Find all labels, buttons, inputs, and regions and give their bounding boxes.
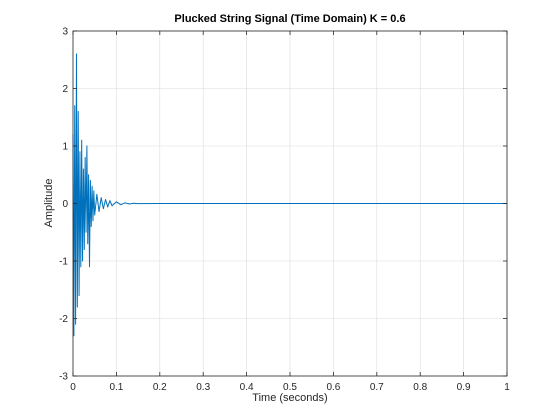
- x-tick-label: 1: [504, 382, 510, 393]
- data-point: [96, 193, 98, 195]
- data-point: [90, 226, 92, 227]
- data-point: [137, 203, 139, 205]
- data-point: [89, 266, 90, 268]
- data-point: [85, 231, 87, 233]
- data-point: [100, 197, 102, 199]
- data-point: [89, 180, 91, 181]
- data-point: [109, 200, 111, 202]
- data-point: [129, 203, 130, 205]
- data-point: [76, 53, 77, 55]
- data-point: [94, 214, 96, 216]
- data-point: [82, 260, 83, 262]
- data-point: [116, 201, 117, 203]
- data-point: [76, 306, 78, 308]
- data-point: [73, 335, 75, 337]
- x-axis-title: Time (seconds): [252, 392, 327, 404]
- x-tick-label: 0.1: [109, 382, 123, 393]
- x-tick-label: 0.5: [283, 382, 297, 393]
- data-point: [84, 157, 86, 158]
- y-tick-label: 1: [62, 142, 68, 153]
- data-point: [88, 174, 90, 176]
- chart-title: Plucked String Signal (Time Domain) K = …: [174, 13, 405, 25]
- data-point: [202, 203, 204, 204]
- data-point: [81, 139, 83, 141]
- data-point: [77, 111, 79, 112]
- data-point: [83, 249, 85, 250]
- data-point: [91, 185, 93, 187]
- data-point: [92, 220, 94, 222]
- y-tick-label: -2: [59, 314, 68, 325]
- data-point: [93, 190, 95, 192]
- y-tick-label: 0: [62, 199, 68, 210]
- x-tick-label: 0.8: [413, 382, 427, 393]
- y-axis-title: Amplitude: [43, 179, 55, 228]
- data-point: [133, 202, 135, 204]
- x-tick-label: 0.3: [196, 382, 210, 393]
- data-point: [78, 295, 80, 296]
- y-tick-label: -3: [59, 372, 68, 383]
- data-point: [87, 243, 89, 245]
- data-point: [74, 105, 76, 107]
- y-tick-label: -1: [59, 257, 68, 268]
- x-tick-label: 0.2: [153, 382, 167, 393]
- data-point: [120, 204, 122, 206]
- data-point: [79, 151, 81, 153]
- data-point: [124, 202, 126, 204]
- data-point: [111, 205, 113, 207]
- data-point: [289, 203, 291, 204]
- x-tick-label: 0.4: [240, 382, 254, 393]
- x-tick-label: 0.9: [457, 382, 471, 393]
- data-point: [376, 203, 378, 204]
- ticks: [72, 30, 508, 377]
- tick-labels: 0 0.1 0.2 0.3 0.4 0.5 0.6 0.7 0.8 0.9 1 -3 -2 -1 0 1 2 3: [59, 27, 510, 394]
- data-point: [75, 323, 76, 325]
- x-tick-label: 0: [70, 382, 76, 393]
- data-point: [105, 199, 106, 200]
- data-point: [80, 266, 82, 268]
- data-point: [98, 211, 100, 212]
- data-point: [86, 145, 88, 147]
- x-tick-label: 0.7: [370, 382, 384, 393]
- data-point: [83, 168, 84, 170]
- y-tick-label: 3: [62, 27, 68, 38]
- data-point: [159, 203, 161, 204]
- data-point: [107, 206, 109, 208]
- data-point: [102, 208, 104, 210]
- x-tick-label: 0.6: [326, 382, 340, 393]
- y-tick-label: 2: [62, 84, 68, 95]
